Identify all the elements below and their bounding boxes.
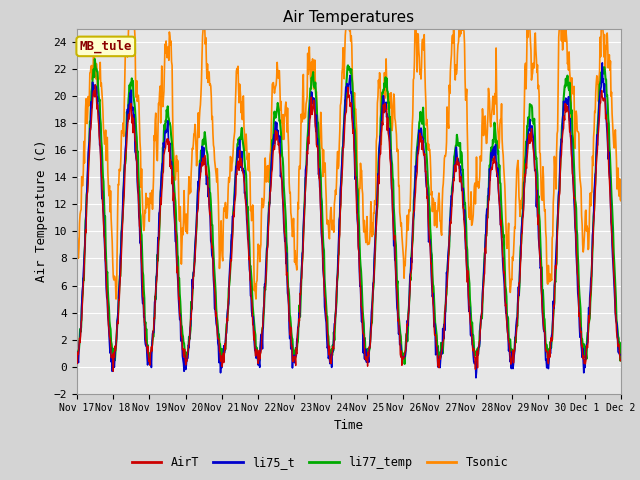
Legend: AirT, li75_t, li77_temp, Tsonic: AirT, li75_t, li77_temp, Tsonic: [127, 452, 513, 474]
Text: MB_tule: MB_tule: [79, 40, 132, 53]
Y-axis label: Air Temperature (C): Air Temperature (C): [35, 140, 48, 282]
X-axis label: Time: Time: [334, 419, 364, 432]
Title: Air Temperatures: Air Temperatures: [284, 10, 414, 25]
